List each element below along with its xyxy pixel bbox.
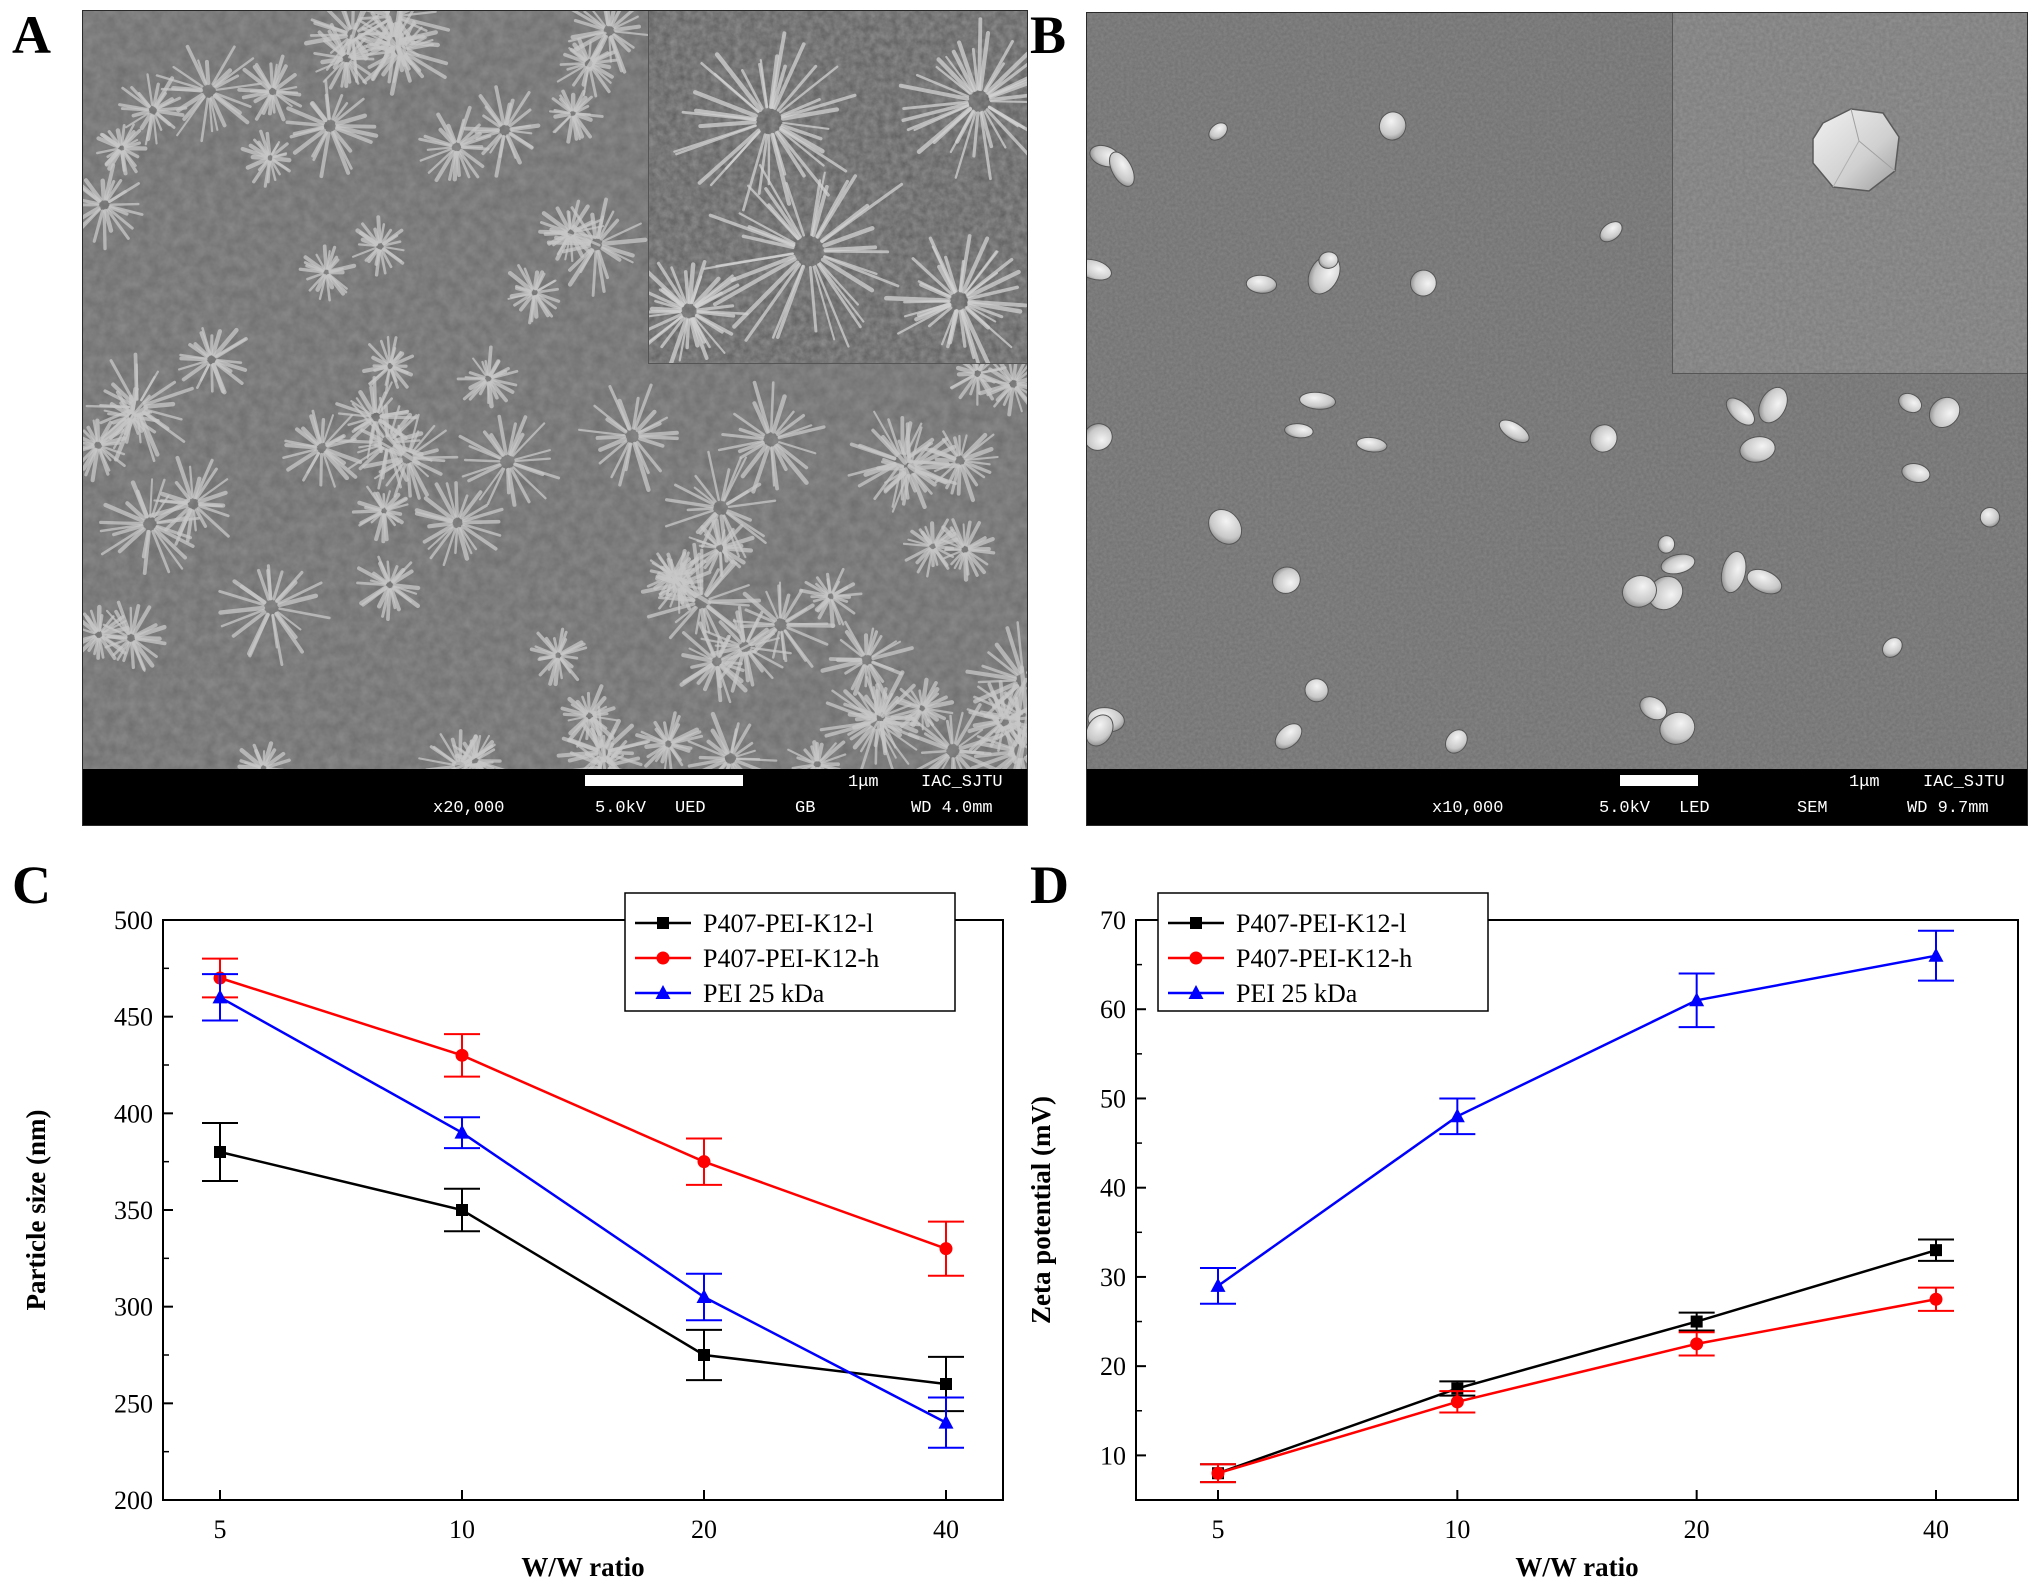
data-point	[1210, 1277, 1226, 1292]
plot-frame	[1135, 919, 2019, 1501]
y-tick-label: 20	[1100, 1352, 1126, 1381]
voltage-b: 5.0kV	[1599, 799, 1651, 818]
series-line	[1217, 1248, 1937, 1475]
legend-label: P407-PEI-K12-h	[1236, 944, 1412, 973]
y-tick-label: 350	[114, 1196, 153, 1225]
y-tick-label: 40	[1100, 1174, 1126, 1203]
x-tick-label: 10	[449, 1515, 475, 1544]
magnification-b: x10,000	[1432, 799, 1504, 818]
y-axis-label: Particle size (nm)	[21, 1110, 51, 1311]
x-tick-label: 5	[214, 1515, 227, 1544]
legend-marker	[655, 985, 671, 999]
y-tick-label: 450	[114, 1003, 153, 1032]
crystal-particle	[1812, 108, 1900, 192]
lab-label-b: IAC_SJTU	[1923, 773, 2005, 792]
series-line	[219, 996, 947, 1424]
legend-label: PEI 25 kDa	[1236, 979, 1358, 1008]
y-tick-label: 30	[1100, 1263, 1126, 1292]
data-point	[454, 1124, 470, 1139]
data-point	[697, 1155, 711, 1169]
x-tick-label: 20	[691, 1515, 717, 1544]
series-line	[1217, 1298, 1937, 1475]
x-tick-label: 10	[1444, 1515, 1470, 1544]
y-tick-label: 70	[1100, 906, 1126, 935]
data-point	[698, 1349, 710, 1361]
mode-b: SEM	[1797, 799, 1828, 818]
legend-marker	[656, 951, 670, 965]
sem-micrograph-b: 1μm IAC_SJTU x10,000 5.0kV LED SEM WD 9.…	[1086, 12, 2028, 826]
panel-letter-d: D	[1030, 855, 1069, 915]
legend-box	[624, 892, 956, 1012]
data-point	[1690, 1337, 1704, 1351]
data-point	[214, 1146, 226, 1158]
data-point	[456, 1204, 468, 1216]
panel-letter-c: C	[12, 855, 51, 915]
data-point	[940, 1378, 952, 1390]
scale-label-b: 1μm	[1849, 773, 1880, 792]
voltage-a: 5.0kV	[595, 799, 647, 818]
working-distance-a: WD 4.0mm	[911, 799, 993, 818]
scale-label-a: 1μm	[848, 773, 879, 792]
data-point	[1928, 947, 1944, 962]
x-tick-label: 40	[1923, 1515, 1949, 1544]
y-tick-label: 300	[114, 1293, 153, 1322]
legend-marker	[657, 917, 669, 929]
scale-bar-a	[585, 775, 743, 786]
x-tick-label: 40	[933, 1515, 959, 1544]
sem-info-bar-b: 1μm IAC_SJTU x10,000 5.0kV LED SEM WD 9.…	[1087, 769, 2027, 825]
scale-bar-b	[1620, 775, 1698, 786]
zeta-potential-chart: 10 20 30 40 50 60 70 5 10 20 40 W/W ratio Zeta poten…	[1026, 892, 2019, 1582]
y-tick-label: 50	[1100, 1084, 1126, 1113]
data-point	[1930, 1244, 1942, 1257]
y-tick-label: 10	[1100, 1441, 1126, 1470]
y-tick-label: 60	[1100, 995, 1126, 1024]
data-point	[1449, 1108, 1465, 1123]
detector-a: UED	[675, 799, 706, 818]
legend-marker	[1188, 985, 1204, 999]
legend-label: P407-PEI-K12-h	[703, 944, 879, 973]
data-point	[939, 1242, 953, 1256]
x-tick-label: 5	[1212, 1515, 1225, 1544]
x-axis-label: W/W ratio	[521, 1552, 644, 1582]
legend-label: P407-PEI-K12-l	[703, 909, 873, 938]
mode-a: GB	[795, 799, 816, 818]
sem-micrograph-a: 1μm IAC_SJTU x20,000 5.0kV UED GB WD 4.0…	[82, 10, 1028, 826]
series-line	[219, 976, 947, 1250]
data-point	[1690, 1315, 1703, 1328]
series-line	[219, 1150, 947, 1386]
lab-label-a: IAC_SJTU	[921, 773, 1003, 792]
sem-inset-a	[648, 11, 1027, 364]
y-axis-label: Zeta potential (mV)	[1026, 1096, 1056, 1324]
legend-marker	[1189, 951, 1203, 965]
data-point	[1689, 992, 1705, 1007]
detector-b: LED	[1679, 799, 1710, 818]
magnification-a: x20,000	[433, 799, 505, 818]
data-point	[1211, 1466, 1225, 1480]
legend-marker	[1190, 917, 1202, 929]
y-tick-label: 400	[114, 1099, 153, 1128]
sem-info-bar-a: 1μm IAC_SJTU x20,000 5.0kV UED GB WD 4.0…	[83, 769, 1027, 825]
y-tick-label: 500	[114, 906, 153, 935]
data-point	[212, 989, 228, 1004]
panel-letter-b: B	[1030, 5, 1067, 65]
y-tick-label: 250	[114, 1389, 153, 1418]
data-point	[455, 1048, 469, 1062]
x-tick-label: 20	[1684, 1515, 1710, 1544]
data-point	[1450, 1395, 1464, 1409]
series-line	[1217, 954, 1937, 1287]
particle-size-chart: 200 250 300 350 400 450 500 5 10 20 40 W/W ratio Par…	[21, 892, 1004, 1582]
legend-label: P407-PEI-K12-l	[1236, 909, 1406, 938]
data-point	[938, 1414, 954, 1429]
legend-label: PEI 25 kDa	[703, 979, 825, 1008]
legend-box	[1157, 892, 1489, 1012]
data-point	[1929, 1292, 1943, 1306]
data-point	[696, 1289, 712, 1303]
y-tick-label: 200	[114, 1486, 153, 1515]
working-distance-b: WD 9.7mm	[1907, 799, 1989, 818]
panel-letter-a: A	[12, 5, 51, 65]
x-axis-label: W/W ratio	[1515, 1552, 1638, 1582]
sem-inset-b	[1672, 13, 2027, 374]
